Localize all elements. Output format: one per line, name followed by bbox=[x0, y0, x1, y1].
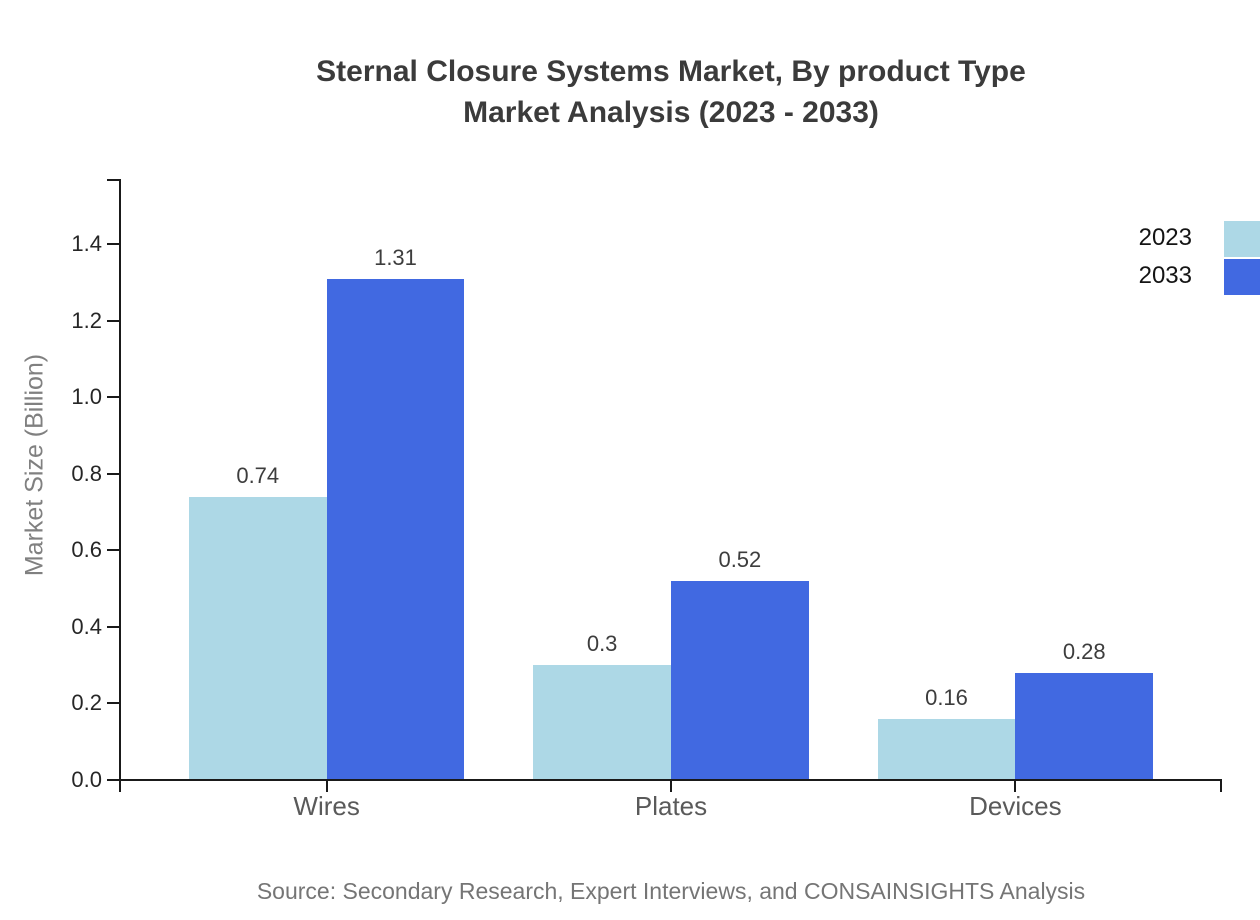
bar-value-label: 0.3 bbox=[586, 631, 618, 657]
bar-value-label: 1.31 bbox=[374, 244, 417, 270]
y-tick bbox=[107, 549, 120, 552]
y-tick bbox=[107, 396, 120, 399]
x-tick bbox=[1014, 780, 1017, 792]
bar-value-label: 0.52 bbox=[718, 546, 762, 572]
legend-label-2033: 2033 bbox=[1138, 262, 1192, 289]
bar-2023-devices bbox=[877, 718, 1016, 780]
bar-value-label: 0.74 bbox=[236, 462, 280, 488]
bar-2023-plates bbox=[533, 665, 671, 780]
chart-title: Sternal Closure Systems Market, By produ… bbox=[80, 51, 1260, 133]
legend-label-2023: 2023 bbox=[1138, 224, 1192, 251]
x-category-label: Devices bbox=[969, 791, 1062, 821]
y-tick-label: 1.0 bbox=[71, 384, 102, 410]
x-category-label: Wires bbox=[293, 791, 360, 821]
y-tick bbox=[107, 625, 120, 628]
bar-2033-devices bbox=[1015, 672, 1154, 780]
chart-title-line1: Sternal Closure Systems Market, By produ… bbox=[316, 55, 1026, 88]
bar-2033-plates bbox=[671, 580, 809, 780]
y-tick-label: 0.8 bbox=[71, 460, 102, 486]
y-axis-end-tick bbox=[107, 179, 120, 181]
y-tick bbox=[107, 472, 120, 475]
x-tick bbox=[670, 780, 672, 792]
bar-value-label: 0.28 bbox=[1062, 638, 1106, 664]
y-tick bbox=[107, 779, 120, 781]
bar-2033-wires bbox=[326, 278, 465, 780]
source-note: Source: Secondary Research, Expert Inter… bbox=[256, 878, 1086, 904]
legend-swatch-2033 bbox=[1224, 259, 1260, 295]
legend-swatch-2023 bbox=[1224, 221, 1260, 257]
axis-x-spine bbox=[107, 779, 1222, 781]
y-tick bbox=[107, 319, 120, 322]
y-tick-label: 0.4 bbox=[71, 613, 102, 639]
bar-value-label: 0.16 bbox=[925, 684, 968, 710]
y-tick-label: 1.2 bbox=[71, 307, 102, 333]
bar-2023-wires bbox=[188, 496, 327, 780]
y-tick bbox=[107, 243, 120, 246]
axis-y-spine bbox=[119, 179, 121, 792]
y-tick-label: 0.2 bbox=[71, 690, 102, 716]
x-axis-end-tick bbox=[1220, 780, 1222, 792]
y-tick-label: 1.4 bbox=[71, 231, 102, 257]
chart-title-line2: Market Analysis (2023 - 2033) bbox=[463, 96, 879, 129]
y-tick-label: 0.0 bbox=[71, 767, 102, 792]
y-tick bbox=[107, 702, 120, 705]
y-tick-label: 0.6 bbox=[71, 537, 102, 563]
x-tick bbox=[325, 780, 328, 792]
x-category-label: Plates bbox=[634, 791, 708, 821]
